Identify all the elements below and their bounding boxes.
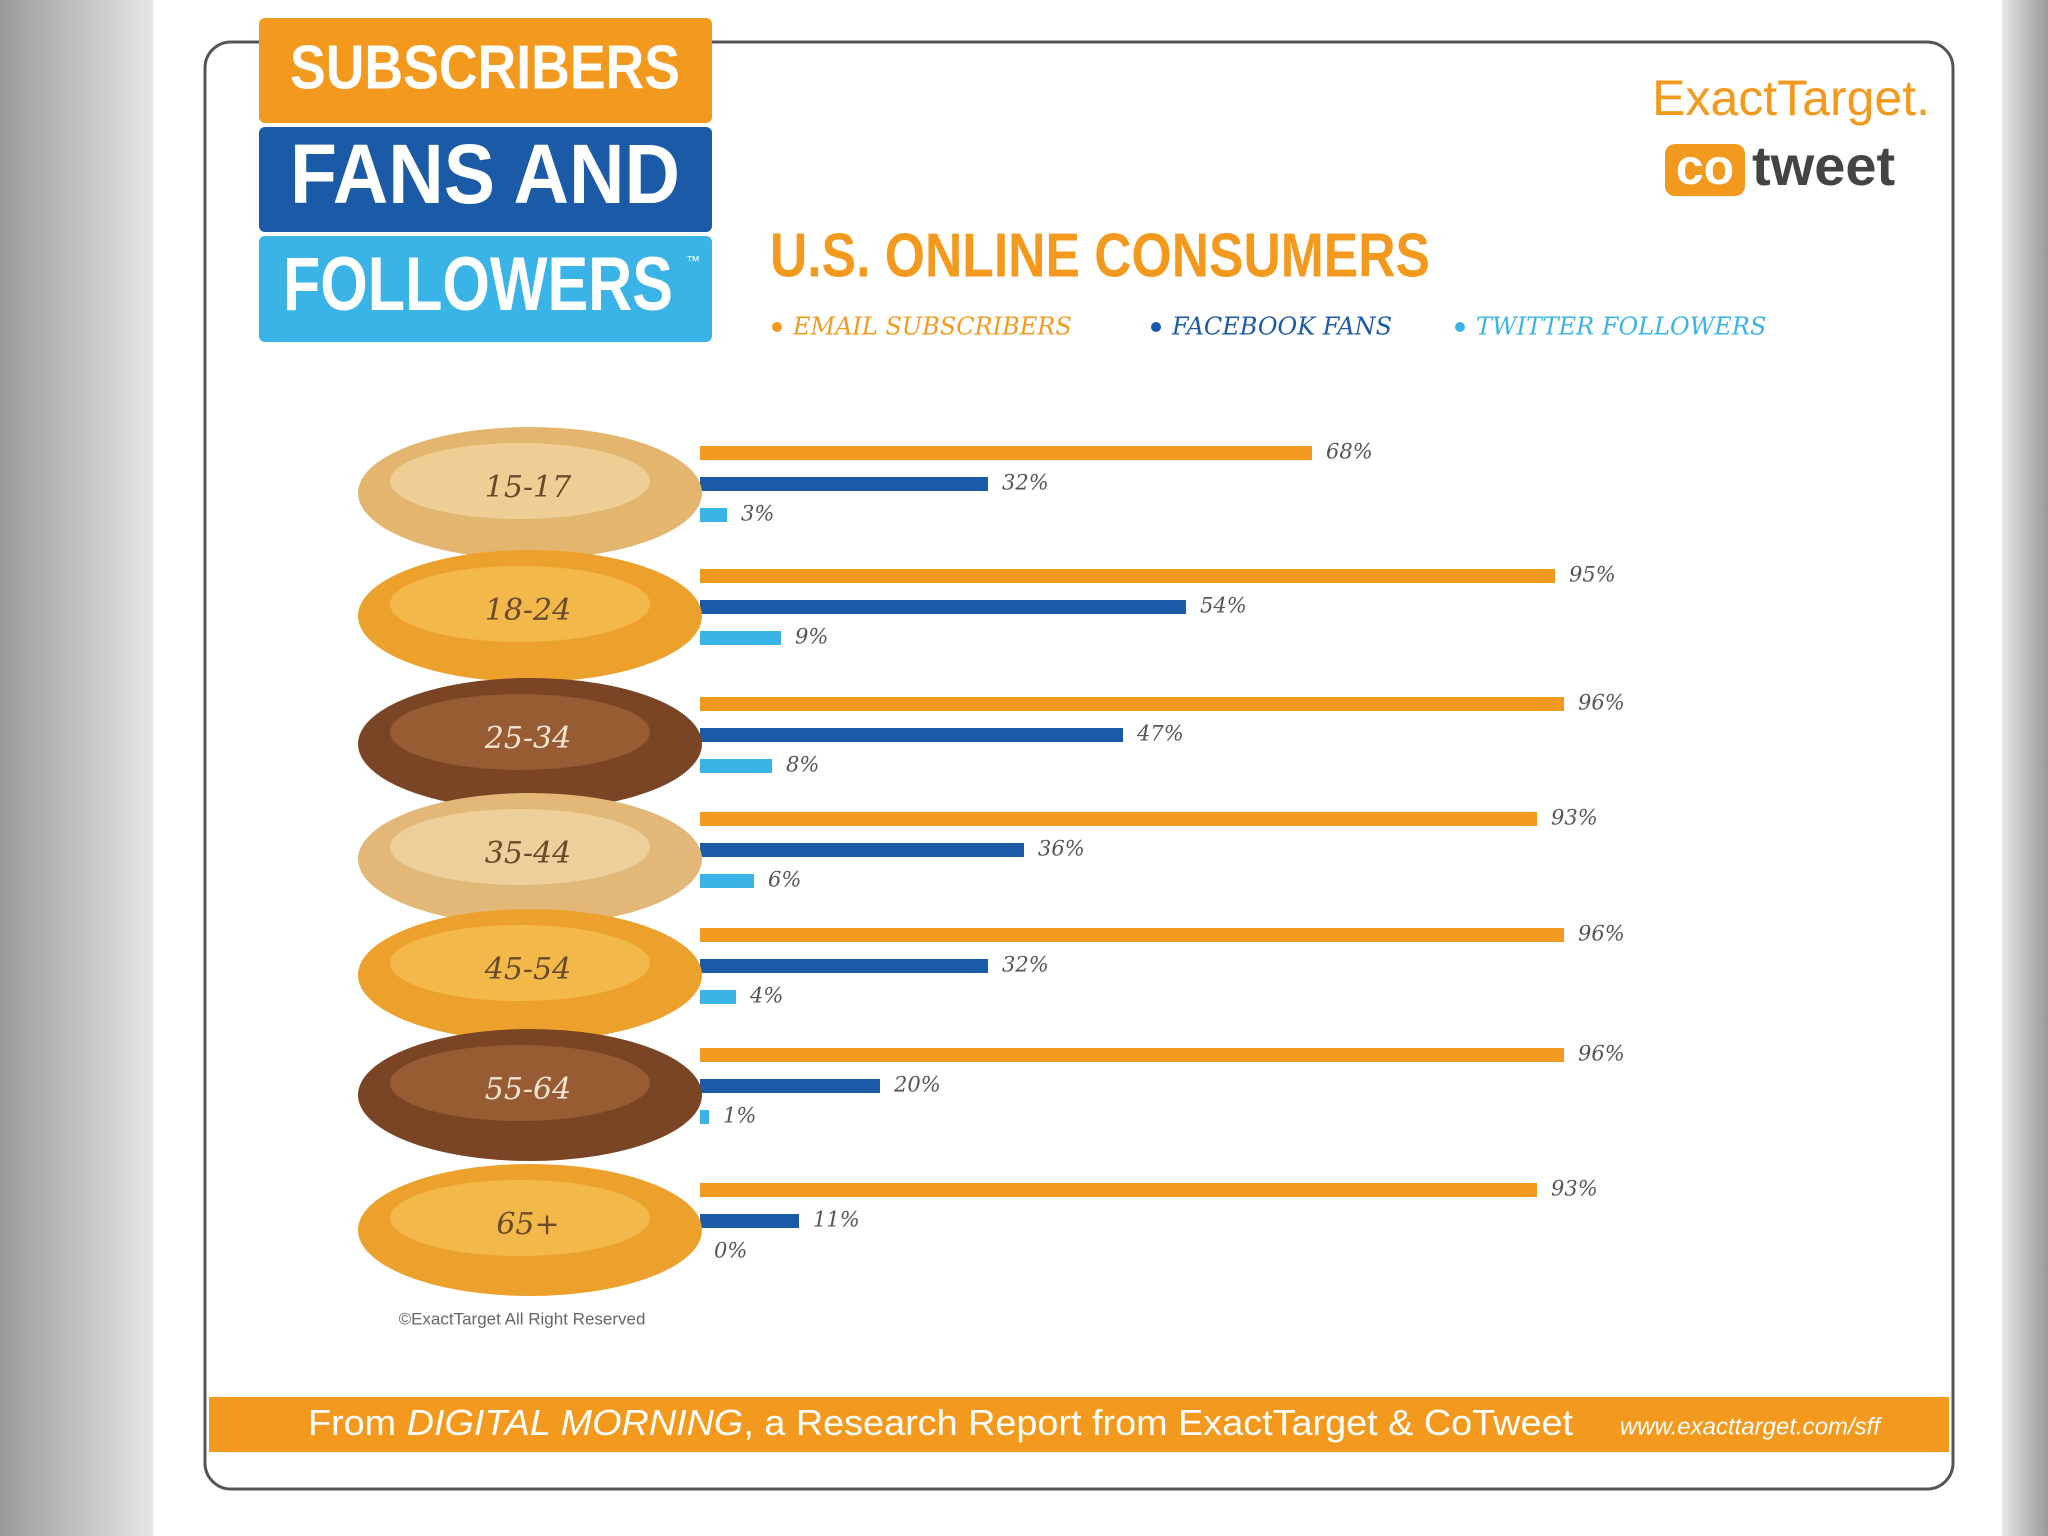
chart-title: U.S. ONLINE CONSUMERS [770, 221, 1430, 290]
legend-dot [772, 322, 782, 332]
value-label: 32% [1002, 953, 1049, 977]
bar [700, 759, 772, 773]
value-label: 36% [1038, 837, 1085, 861]
value-label: 68% [1326, 440, 1373, 464]
legend-label: TWITTER FOLLOWERS [1476, 313, 1766, 341]
bar [700, 508, 727, 522]
value-label: 4% [749, 984, 783, 1008]
footer-url: www.exacttarget.com/sff [1620, 1413, 1882, 1440]
value-label: 0% [714, 1239, 747, 1263]
badge-line: FOLLOWERS [283, 242, 673, 327]
bar [700, 569, 1555, 583]
category-label: 15-17 [485, 470, 572, 505]
badge: SUBSCRIBERS FANS AND FOLLOWERS ™ [259, 18, 712, 342]
bar [700, 959, 988, 973]
logo-tweet: tweet [1752, 134, 1895, 197]
footer-report: DIGITAL MORNING [407, 1402, 744, 1443]
bar [700, 1079, 880, 1093]
background-left [0, 0, 153, 1536]
value-label: 9% [795, 625, 828, 649]
footer-band [209, 1397, 1949, 1452]
badge-line: SUBSCRIBERS [290, 33, 680, 102]
category-label: 45-54 [484, 952, 571, 987]
bagel-highlight [390, 566, 650, 642]
category-label: 25-34 [484, 721, 571, 756]
badge-light [259, 236, 712, 342]
bagel-highlight [390, 1045, 650, 1121]
copyright: ©ExactTarget All Right Reserved [399, 1309, 646, 1328]
bar [700, 728, 1123, 742]
legend-label: EMAIL SUBSCRIBERS [792, 313, 1072, 341]
value-label: 93% [1551, 1177, 1598, 1201]
bar [700, 697, 1564, 711]
badge-line: FANS AND [290, 127, 680, 221]
badge-blue [259, 127, 712, 232]
bar [700, 990, 736, 1004]
value-label: 96% [1578, 691, 1625, 715]
value-label: 47% [1136, 722, 1184, 746]
value-label: 96% [1578, 922, 1625, 946]
background-right [2002, 0, 2048, 1536]
bar [700, 446, 1312, 460]
bar [700, 600, 1186, 614]
logo-co-box [1665, 144, 1745, 196]
footer-text: From DIGITAL MORNING, a Research Report … [308, 1402, 1573, 1443]
bagel-highlight [390, 694, 650, 770]
category-label: 18-24 [485, 593, 571, 628]
bar [700, 812, 1537, 826]
footer-prefix: From [308, 1402, 407, 1443]
bar [700, 631, 781, 645]
value-label: 11% [813, 1208, 860, 1232]
value-label: 20% [893, 1073, 941, 1097]
bar [700, 1214, 799, 1228]
value-label: 32% [1002, 471, 1049, 495]
value-label: 93% [1551, 806, 1598, 830]
legend-dot [1151, 322, 1161, 332]
value-label: 6% [768, 868, 801, 892]
bar [700, 1183, 1537, 1197]
value-label: 96% [1578, 1042, 1625, 1066]
bagel-highlight [390, 443, 650, 519]
bar [700, 477, 988, 491]
legend-dot [1455, 322, 1465, 332]
bagel-highlight [390, 925, 650, 1001]
bagel-highlight [390, 809, 650, 885]
value-label: 54% [1200, 594, 1247, 618]
category-label: 65+ [496, 1207, 559, 1242]
category-label: 55-64 [485, 1072, 571, 1107]
bar [700, 874, 754, 888]
logo-brand: ExactTarget. [1652, 70, 1930, 126]
bar [700, 843, 1024, 857]
bar [700, 1110, 709, 1124]
logo-co: co [1676, 139, 1734, 195]
value-label: 1% [723, 1104, 756, 1128]
bar [700, 1048, 1564, 1062]
bagel-highlight [390, 1180, 650, 1256]
value-label: 8% [786, 753, 819, 777]
value-label: 95% [1569, 563, 1616, 587]
logo: ExactTarget. co tweet [1652, 70, 1930, 197]
footer-suffix: , a Research Report from ExactTarget & C… [743, 1402, 1573, 1443]
legend-label: FACEBOOK FANS [1171, 313, 1392, 341]
badge-orange [259, 18, 712, 123]
trademark: ™ [686, 253, 700, 269]
category-label: 35-44 [485, 836, 571, 871]
bar [700, 928, 1564, 942]
value-label: 3% [741, 502, 774, 526]
